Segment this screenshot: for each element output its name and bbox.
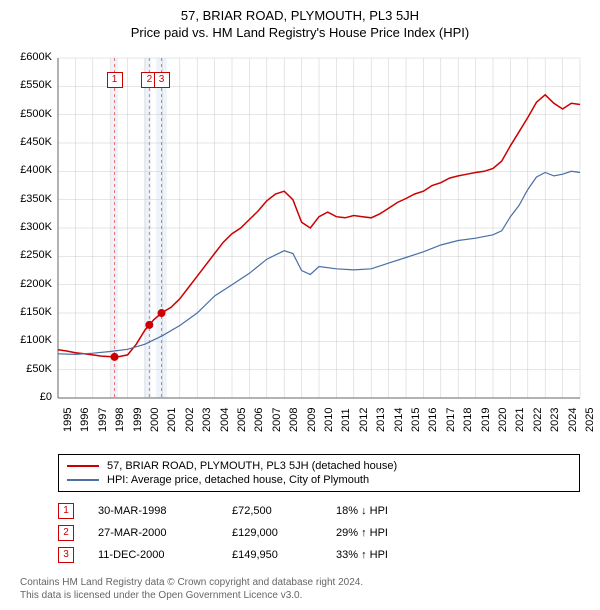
x-axis-label: 2004: [219, 408, 231, 432]
legend-row: HPI: Average price, detached house, City…: [67, 473, 571, 487]
event-row: 1 30-MAR-1998 £72,500 18% ↓ HPI: [58, 500, 580, 522]
footer-line-2: This data is licensed under the Open Gov…: [20, 589, 580, 602]
event-price: £129,000: [232, 527, 312, 539]
x-axis-label: 2012: [358, 408, 370, 432]
event-pct: 29% ↑ HPI: [336, 527, 426, 539]
x-axis-label: 1996: [79, 408, 91, 432]
y-axis-label: £50K: [10, 363, 52, 375]
x-axis-label: 1998: [114, 408, 126, 432]
x-axis-label: 2007: [271, 408, 283, 432]
event-price: £72,500: [232, 505, 312, 517]
chart-svg: [10, 48, 590, 448]
x-axis-label: 1995: [62, 408, 74, 432]
x-axis-label: 2009: [306, 408, 318, 432]
x-axis-label: 2003: [201, 408, 213, 432]
y-axis-label: £550K: [10, 79, 52, 91]
x-axis-label: 2013: [375, 408, 387, 432]
y-axis-label: £0: [10, 391, 52, 403]
x-axis-label: 2025: [584, 408, 596, 432]
x-axis-label: 1999: [132, 408, 144, 432]
events-table: 1 30-MAR-1998 £72,500 18% ↓ HPI 2 27-MAR-2000…: [58, 500, 580, 566]
legend-swatch: [67, 479, 99, 481]
y-axis-label: £450K: [10, 136, 52, 148]
legend-label: HPI: Average price, detached house, City…: [107, 474, 369, 486]
x-axis-label: 2015: [410, 408, 422, 432]
x-axis-label: 2010: [323, 408, 335, 432]
x-axis-label: 2002: [184, 408, 196, 432]
x-axis-label: 2014: [393, 408, 405, 432]
event-marker-3: 3: [154, 72, 170, 88]
y-axis-label: £100K: [10, 334, 52, 346]
x-axis-label: 2016: [427, 408, 439, 432]
y-axis-label: £200K: [10, 278, 52, 290]
y-axis-label: £600K: [10, 51, 52, 63]
chart-area: £0 £50K £100K £150K £200K £250K £300K £350K £400…: [10, 48, 590, 448]
legend-row: 57, BRIAR ROAD, PLYMOUTH, PL3 5JH (detac…: [67, 459, 571, 473]
footer-line-1: Contains HM Land Registry data © Crown c…: [20, 576, 580, 589]
legend-swatch: [67, 465, 99, 467]
x-axis-label: 2023: [549, 408, 561, 432]
x-axis-label: 2022: [532, 408, 544, 432]
event-row: 2 27-MAR-2000 £129,000 29% ↑ HPI: [58, 522, 580, 544]
legend-label: 57, BRIAR ROAD, PLYMOUTH, PL3 5JH (detac…: [107, 460, 397, 472]
y-axis-label: £400K: [10, 164, 52, 176]
y-axis-label: £500K: [10, 108, 52, 120]
event-marker: 3: [58, 547, 74, 563]
y-axis-label: £250K: [10, 249, 52, 261]
y-axis-label: £150K: [10, 306, 52, 318]
x-axis-label: 2005: [236, 408, 248, 432]
event-marker-1: 1: [107, 72, 123, 88]
event-date: 27-MAR-2000: [98, 527, 208, 539]
x-axis-label: 2001: [166, 408, 178, 432]
x-axis-label: 2008: [288, 408, 300, 432]
x-axis-label: 1997: [97, 408, 109, 432]
y-axis-label: £350K: [10, 193, 52, 205]
event-row: 3 11-DEC-2000 £149,950 33% ↑ HPI: [58, 544, 580, 566]
event-pct: 18% ↓ HPI: [336, 505, 426, 517]
event-marker: 2: [58, 525, 74, 541]
chart-subtitle: Price paid vs. HM Land Registry's House …: [10, 25, 590, 40]
event-date: 11-DEC-2000: [98, 549, 208, 561]
chart-title: 57, BRIAR ROAD, PLYMOUTH, PL3 5JH: [10, 8, 590, 23]
event-price: £149,950: [232, 549, 312, 561]
y-axis-label: £300K: [10, 221, 52, 233]
x-axis-label: 2020: [497, 408, 509, 432]
x-axis-label: 2018: [462, 408, 474, 432]
x-axis-label: 2019: [480, 408, 492, 432]
event-marker: 1: [58, 503, 74, 519]
event-pct: 33% ↑ HPI: [336, 549, 426, 561]
footer: Contains HM Land Registry data © Crown c…: [20, 576, 580, 602]
x-axis-label: 2017: [445, 408, 457, 432]
x-axis-label: 2021: [514, 408, 526, 432]
x-axis-label: 2024: [567, 408, 579, 432]
x-axis-label: 2000: [149, 408, 161, 432]
x-axis-label: 2006: [253, 408, 265, 432]
event-date: 30-MAR-1998: [98, 505, 208, 517]
legend: 57, BRIAR ROAD, PLYMOUTH, PL3 5JH (detac…: [58, 454, 580, 492]
x-axis-label: 2011: [340, 408, 352, 432]
